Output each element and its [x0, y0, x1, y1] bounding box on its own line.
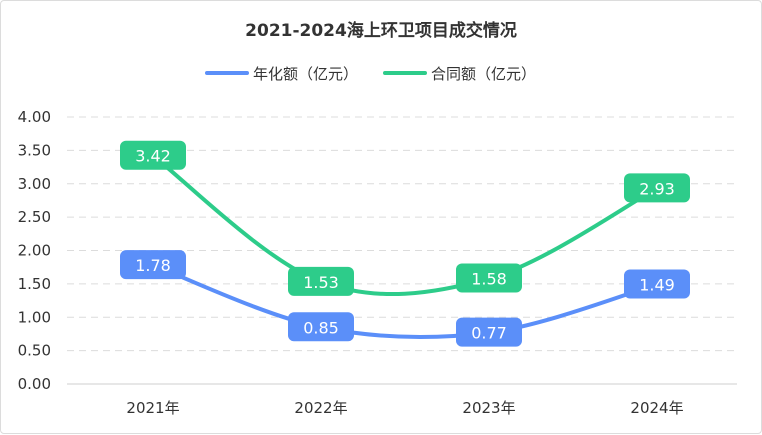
- series-lines: [151, 153, 659, 340]
- data-label: 2.93: [639, 179, 675, 198]
- legend-label[interactable]: 年化额（亿元）: [253, 65, 358, 83]
- y-tick-label: 2.50: [18, 208, 51, 226]
- data-label: 1.78: [135, 256, 171, 275]
- series-line[interactable]: [151, 153, 659, 297]
- data-point[interactable]: 3.42: [120, 140, 186, 170]
- data-label: 0.85: [303, 318, 339, 337]
- data-label-box: [456, 263, 522, 293]
- y-tick-label: 4.00: [18, 108, 51, 126]
- data-label: 0.77: [471, 324, 507, 343]
- data-point[interactable]: 1.78: [120, 250, 186, 280]
- data-label-box: [624, 269, 690, 299]
- x-tick-label: 2023年: [462, 399, 515, 417]
- data-label: 1.53: [303, 273, 339, 292]
- legend: 年化额（亿元） 合同额（亿元）: [205, 65, 536, 83]
- data-point[interactable]: 2.93: [624, 173, 690, 203]
- y-tick-label: 0.00: [18, 375, 51, 393]
- y-tick-label: 0.50: [18, 342, 51, 360]
- data-label: 1.49: [639, 276, 675, 295]
- data-label-box: [288, 266, 354, 296]
- data-label-box: [288, 312, 354, 342]
- data-point[interactable]: 1.49: [624, 269, 690, 299]
- x-tick-label: 2021年: [126, 399, 179, 417]
- data-label-box: [624, 173, 690, 203]
- data-label: 3.42: [135, 147, 171, 166]
- data-point[interactable]: 1.58: [456, 263, 522, 293]
- y-tick-label: 1.50: [18, 275, 51, 293]
- x-axis: 2021年 2022年 2023年 2024年: [126, 399, 683, 417]
- y-axis: 0.00 0.50 1.00 1.50 2.00 2.50 3.00 3.50 4.00: [18, 108, 51, 393]
- y-tick-label: 3.00: [18, 175, 51, 193]
- x-tick-label: 2024年: [630, 399, 683, 417]
- y-tick-label: 2.00: [18, 242, 51, 260]
- y-tick-label: 1.00: [18, 308, 51, 326]
- data-labels: 1.78 0.85 0.77 1.49 3.42 1.53 1.58 2.93: [120, 140, 690, 347]
- x-tick-label: 2022年: [294, 399, 347, 417]
- data-label: 1.58: [471, 270, 507, 289]
- data-point[interactable]: 0.85: [288, 312, 354, 342]
- data-label-box: [456, 317, 522, 347]
- data-point[interactable]: 1.53: [288, 266, 354, 296]
- data-point[interactable]: 0.77: [456, 317, 522, 347]
- series-line[interactable]: [151, 263, 659, 340]
- chart-title: 2021-2024海上环卫项目成交情况: [245, 20, 517, 41]
- y-tick-label: 3.50: [18, 141, 51, 159]
- data-label-box: [120, 140, 186, 170]
- legend-label[interactable]: 合同额（亿元）: [431, 65, 536, 83]
- data-label-box: [120, 250, 186, 280]
